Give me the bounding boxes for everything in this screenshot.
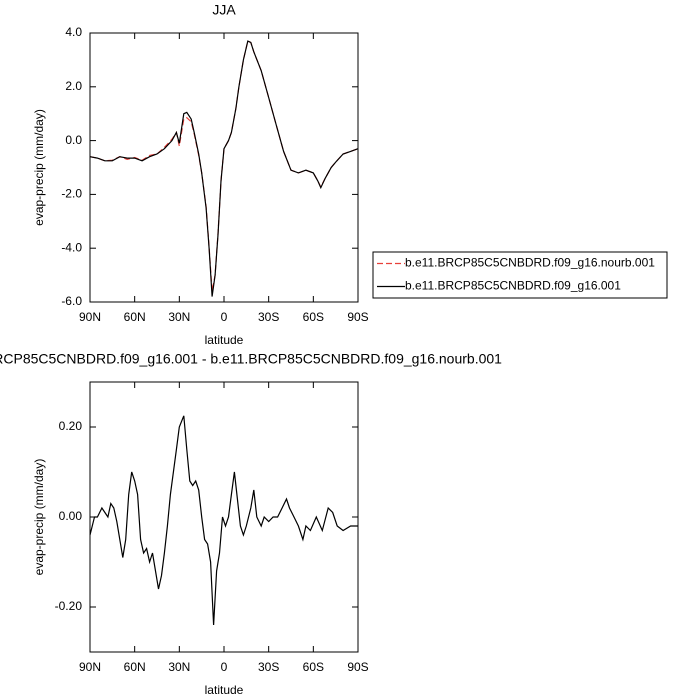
y-tick-label: 0.0 xyxy=(65,133,82,147)
x-tick-label: 60S xyxy=(303,660,324,674)
x-tick-label: 30S xyxy=(258,310,279,324)
data-line xyxy=(89,40,359,297)
y-tick-label: -2.0 xyxy=(61,187,82,201)
chart-title: JJA xyxy=(212,2,236,18)
y-tick-label: 0.20 xyxy=(59,419,83,433)
x-tick-label: 90N xyxy=(79,660,101,674)
x-tick-label: 0 xyxy=(221,310,228,324)
x-tick-label: 0 xyxy=(221,660,228,674)
y-axis-label: evap-precip (mm/day) xyxy=(32,459,46,576)
legend-box xyxy=(372,251,668,299)
y-tick-label: -6.0 xyxy=(61,294,82,308)
x-tick-label: 90S xyxy=(347,660,368,674)
y-tick-label: 2.0 xyxy=(65,79,82,93)
legend-label: b.e11.BRCP85C5CNBDRD.f09_g16.001 xyxy=(405,279,621,293)
x-tick-label: 30N xyxy=(168,660,190,674)
y-tick-label: -0.20 xyxy=(55,599,83,613)
x-tick-label: 90N xyxy=(79,310,101,324)
plot-frame xyxy=(89,32,359,303)
x-tick-label: 30N xyxy=(168,310,190,324)
y-axis-label: evap-precip (mm/day) xyxy=(32,109,46,226)
y-tick-label: 0.00 xyxy=(59,509,83,523)
x-tick-label: 30S xyxy=(258,660,279,674)
x-axis-label: latitude xyxy=(205,333,244,347)
x-tick-label: 60N xyxy=(124,310,146,324)
y-tick-label: 4.0 xyxy=(65,25,82,39)
y-tick-label: -4.0 xyxy=(61,240,82,254)
chart-title: b.e11.BRCP85C5CNBDRD.f09_g16.001 - b.e11… xyxy=(0,351,502,367)
x-tick-label: 60S xyxy=(303,310,324,324)
data-line xyxy=(89,40,359,292)
plot-frame xyxy=(89,381,359,653)
x-tick-label: 90S xyxy=(347,310,368,324)
data-line xyxy=(89,415,358,626)
x-tick-label: 60N xyxy=(124,660,146,674)
x-axis-label: latitude xyxy=(205,683,244,697)
legend-label: b.e11.BRCP85C5CNBDRD.f09_g16.nourb.001 xyxy=(405,256,655,270)
